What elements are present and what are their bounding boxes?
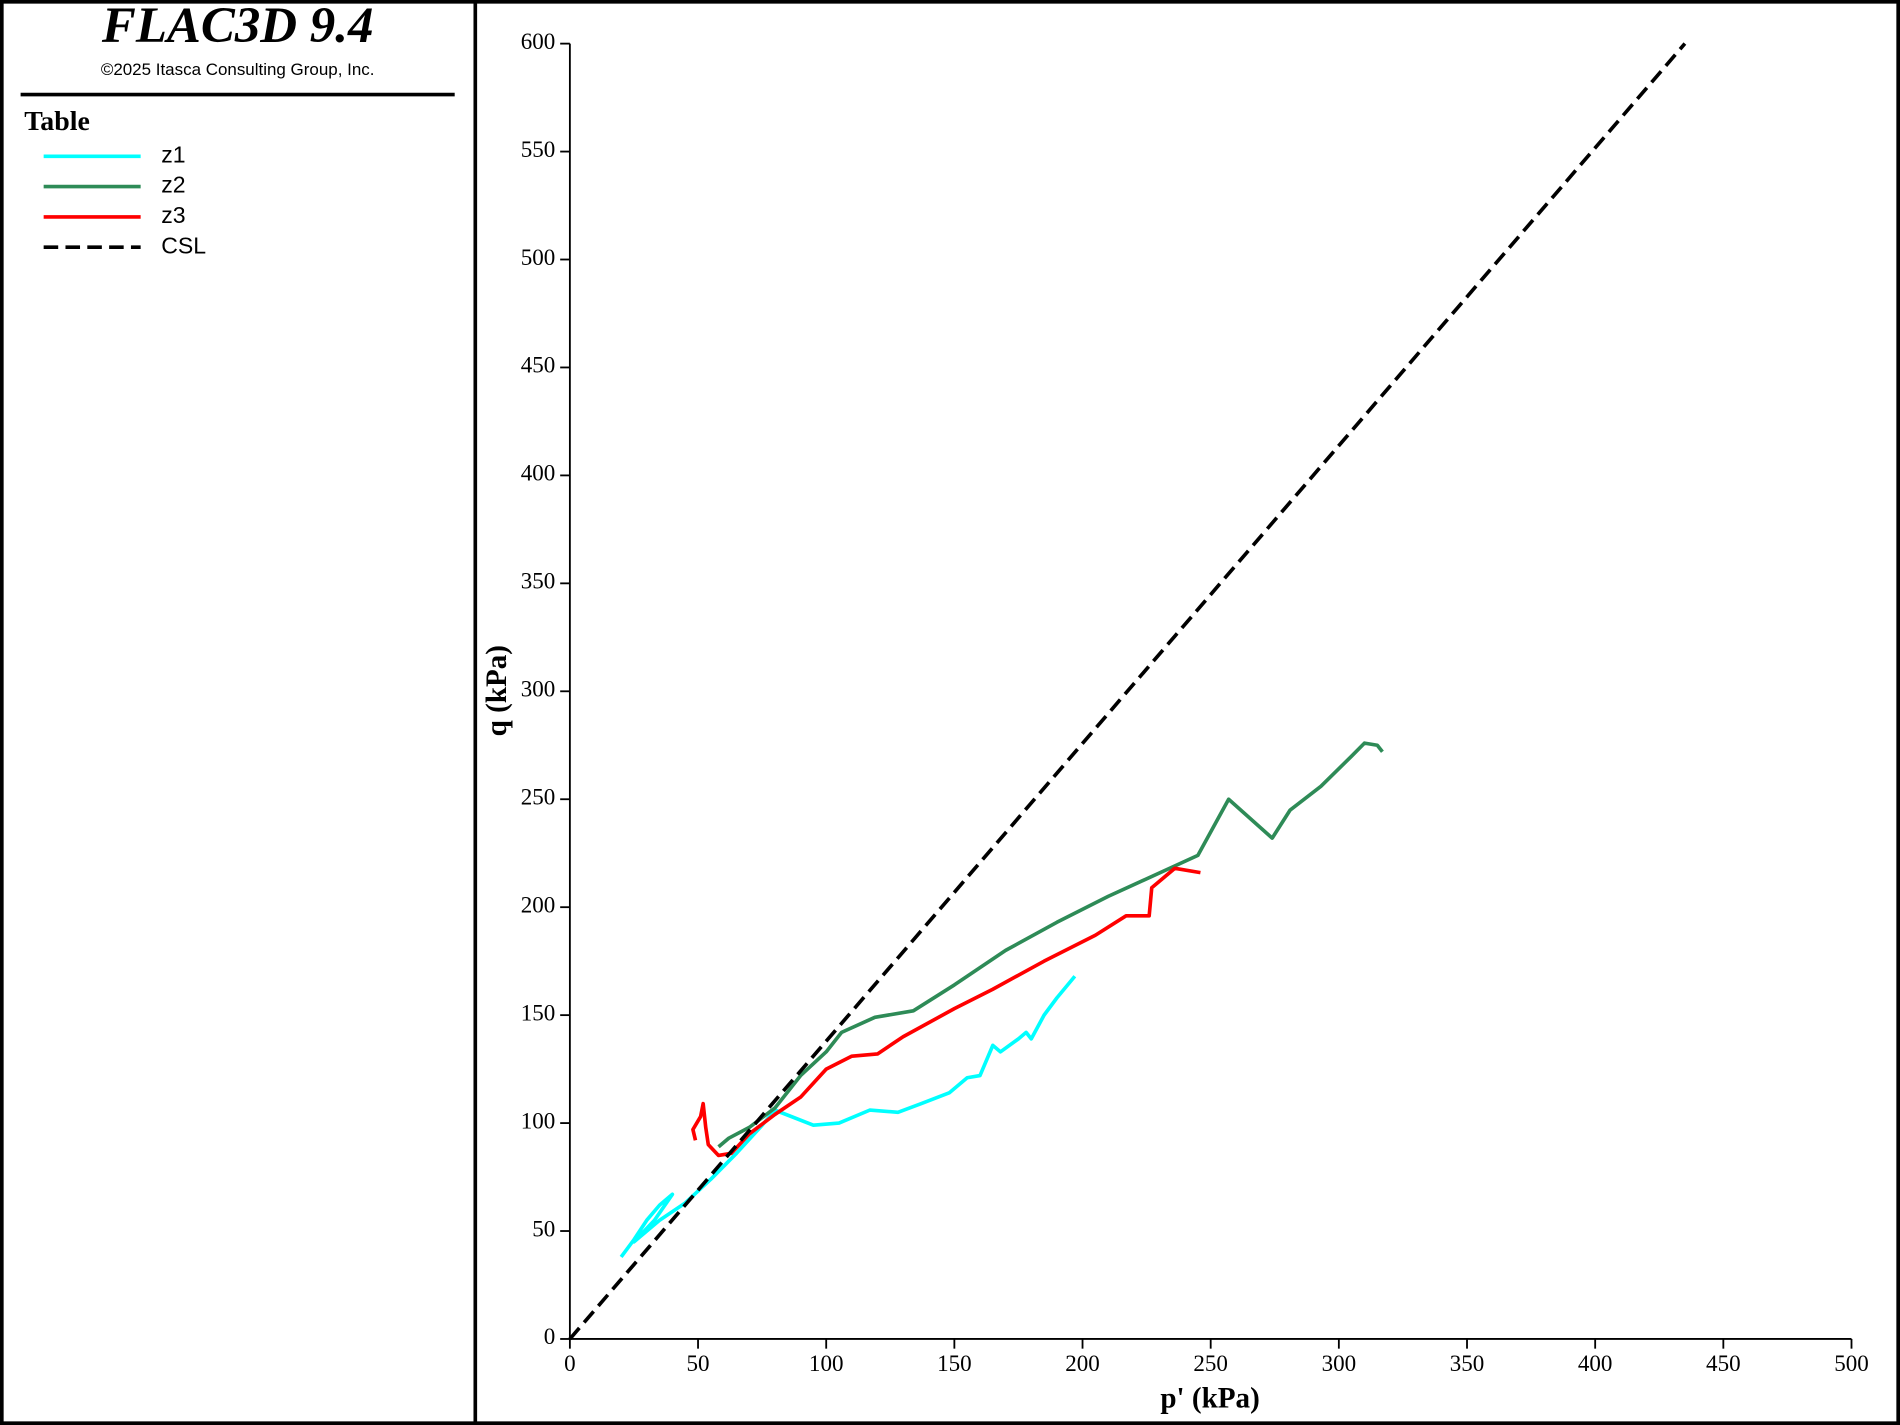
copyright: ©2025 Itasca Consulting Group, Inc. xyxy=(101,60,375,79)
y-tick-label: 250 xyxy=(521,784,556,810)
y-tick-label: 200 xyxy=(521,891,556,917)
series-line xyxy=(619,975,1077,1259)
x-tick-label: 0 xyxy=(564,1350,576,1376)
x-tick-label: 300 xyxy=(1322,1350,1357,1376)
legend-label: z3 xyxy=(161,202,185,228)
x-tick-label: 150 xyxy=(937,1350,972,1376)
legend-label: z2 xyxy=(161,172,185,198)
series-line xyxy=(717,741,1384,1149)
y-tick-label: 300 xyxy=(521,676,556,702)
x-tick-label: 250 xyxy=(1193,1350,1228,1376)
y-tick-label: 500 xyxy=(521,244,556,270)
app-title: FLAC3D 9.4 xyxy=(101,0,374,54)
y-tick-label: 0 xyxy=(544,1323,556,1349)
legend-title: Table xyxy=(24,106,90,137)
x-tick-label: 500 xyxy=(1834,1350,1869,1376)
y-tick-label: 450 xyxy=(521,352,556,378)
series-line xyxy=(568,42,1687,1341)
y-tick-label: 550 xyxy=(521,136,556,162)
y-tick-label: 400 xyxy=(521,460,556,486)
legend-label: z1 xyxy=(161,141,185,167)
series-line xyxy=(691,866,1201,1158)
x-axis-label: p' (kPa) xyxy=(1160,1382,1259,1414)
y-axis-label: q (kPa) xyxy=(481,645,513,736)
legend-label: CSL xyxy=(161,232,206,258)
x-tick-label: 350 xyxy=(1450,1350,1485,1376)
y-tick-label: 150 xyxy=(521,999,556,1025)
y-tick-label: 350 xyxy=(521,568,556,594)
x-tick-label: 450 xyxy=(1706,1350,1741,1376)
x-tick-label: 50 xyxy=(687,1350,710,1376)
x-tick-label: 400 xyxy=(1578,1350,1613,1376)
x-tick-label: 100 xyxy=(809,1350,844,1376)
x-tick-label: 200 xyxy=(1065,1350,1100,1376)
y-tick-label: 600 xyxy=(521,28,556,54)
y-tick-label: 50 xyxy=(532,1215,555,1241)
y-tick-label: 100 xyxy=(521,1107,556,1133)
